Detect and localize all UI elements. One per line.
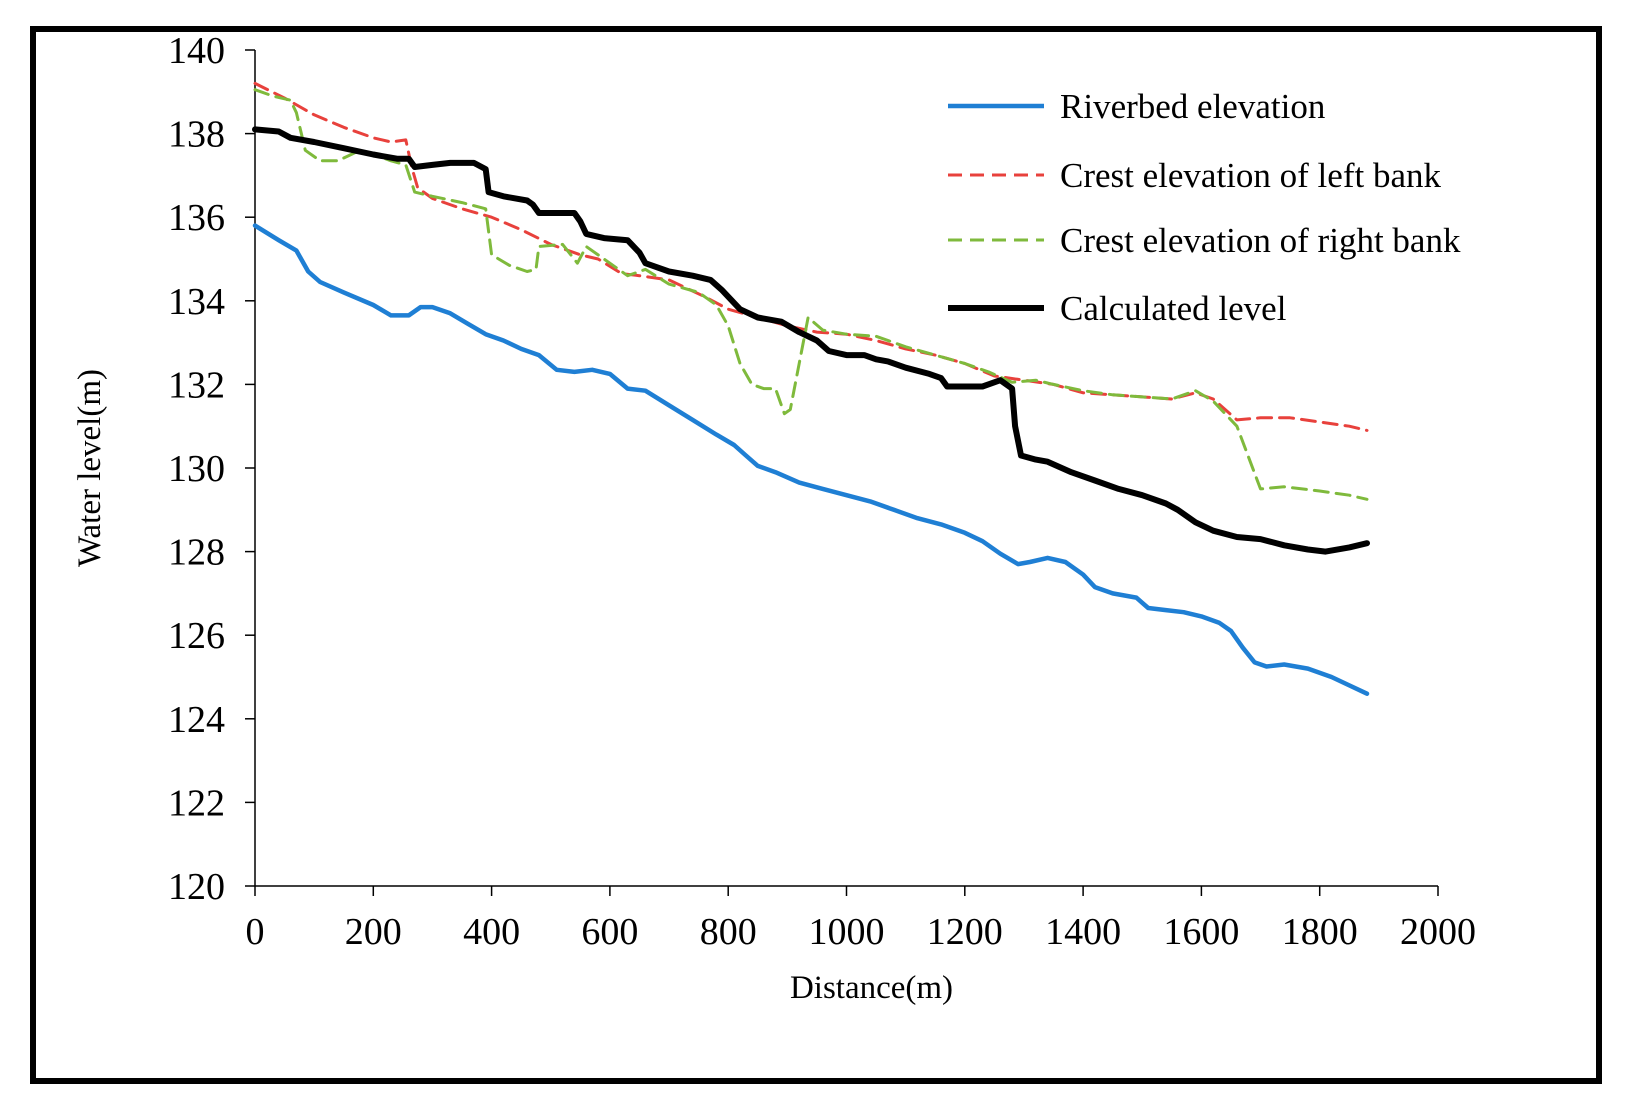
x-tick-label: 1000 [809, 911, 885, 953]
y-tick-labels: 120 122 124 126 128 130 132 134 136 138 140 [168, 32, 255, 908]
legend-label-crest-elevation-of-left-bank: Crest elevation of left bank [1060, 156, 1441, 195]
x-tick-labels: 0 200 400 600 800 1000 1200 1400 1600 1800 2000 [246, 886, 1476, 953]
x-tick-label: 400 [463, 911, 520, 953]
y-tick-label: 122 [168, 782, 225, 824]
chart-frame: 120 122 124 126 128 130 132 134 136 138 140 0 200 40… [30, 26, 1602, 1084]
x-tick-label: 1200 [927, 911, 1003, 953]
y-tick-label: 128 [168, 532, 225, 574]
series-line-calculated-level [252, 126, 1370, 555]
y-tick-label: 120 [168, 866, 225, 908]
y-tick-label: 140 [168, 32, 225, 72]
x-tick-label: 800 [700, 911, 757, 953]
x-tick-label: 600 [581, 911, 638, 953]
y-tick-label: 124 [168, 699, 225, 741]
y-tick-label: 136 [168, 197, 225, 239]
legend-label-crest-elevation-of-right-bank: Crest elevation of right bank [1060, 221, 1461, 260]
x-tick-label: 1600 [1163, 911, 1239, 953]
y-tick-label: 126 [168, 615, 225, 657]
series-line-crest-elevation-of-right-bank [253, 88, 1369, 501]
x-tick-label: 0 [246, 911, 265, 953]
y-tick-label: 138 [168, 114, 225, 156]
series-line-riverbed-elevation [252, 223, 1370, 696]
x-tick-label: 1400 [1045, 911, 1121, 953]
x-tick-label: 1800 [1282, 911, 1358, 953]
y-axis-title: Water level(m) [72, 369, 108, 567]
legend-label-calculated-level: Calculated level [1060, 289, 1287, 328]
y-tick-label: 130 [168, 448, 225, 490]
y-tick-label: 132 [168, 364, 225, 406]
y-tick-label: 134 [168, 281, 225, 323]
line-chart: 120 122 124 126 128 130 132 134 136 138 140 0 200 40… [72, 32, 1476, 1006]
series-lines [252, 81, 1370, 696]
x-tick-label: 200 [345, 911, 402, 953]
legend: Riverbed elevation Crest elevation of lef… [948, 87, 1461, 328]
x-tick-label: 2000 [1400, 911, 1476, 953]
legend-label-riverbed-elevation: Riverbed elevation [1060, 87, 1325, 126]
x-axis-title: Distance(m) [790, 970, 953, 1006]
